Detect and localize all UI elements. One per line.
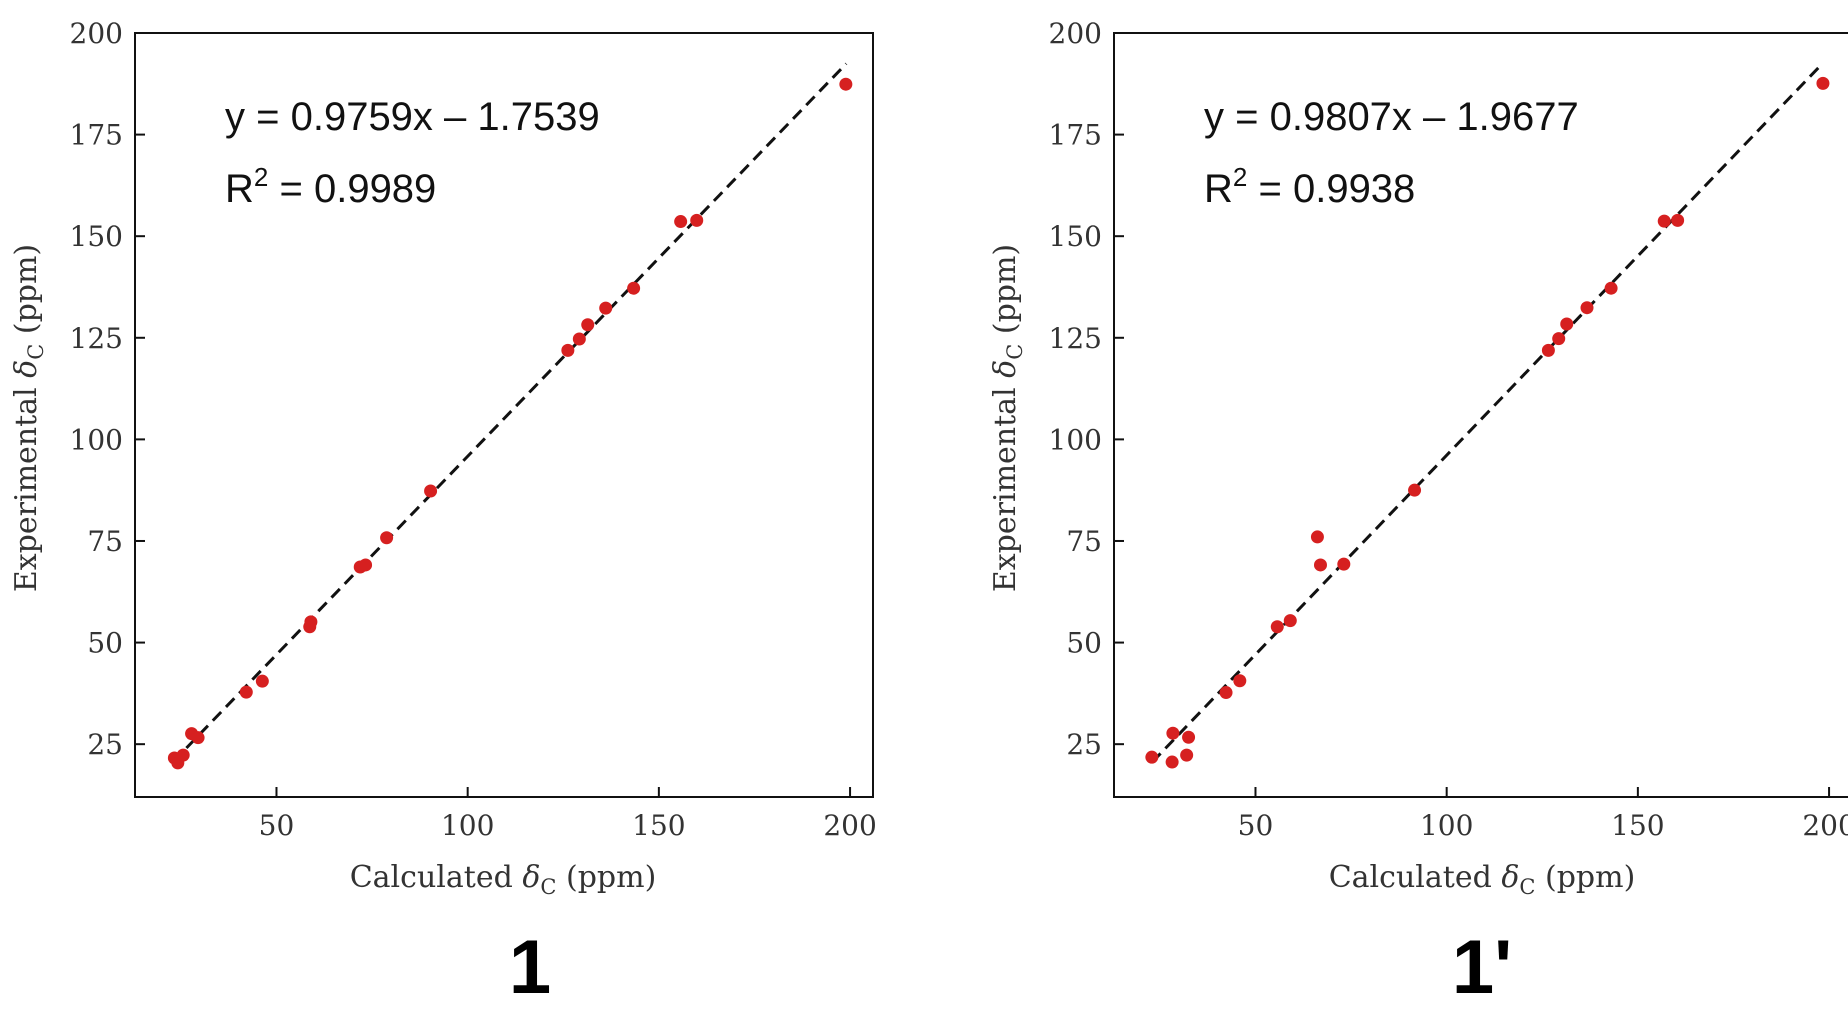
data-point — [424, 484, 438, 498]
y-tick-label: 100 — [1049, 423, 1102, 456]
data-point — [1337, 557, 1351, 571]
x-tick-label: 150 — [632, 809, 685, 842]
data-point — [1283, 614, 1297, 628]
y-tick-label: 25 — [87, 728, 123, 761]
y-tick-label: 50 — [87, 627, 123, 660]
data-point — [572, 332, 586, 346]
fit-equation: y = 0.9759x – 1.7539 — [225, 95, 600, 139]
data-point — [627, 281, 641, 295]
data-point — [1165, 755, 1179, 769]
chart-title: 1 — [509, 925, 551, 1010]
fit-line — [1151, 63, 1823, 764]
x-axis-label: Calculated δC (ppm) — [1329, 860, 1636, 899]
x-axis-label: Calculated δC (ppm) — [350, 860, 657, 899]
scatter-chart-1-prime: 50 100 150 200 25 50 75 100 125 150 175 200 y = 0.9… — [988, 17, 1848, 1010]
data-point — [255, 674, 269, 688]
y-tick-label: 175 — [1049, 119, 1102, 152]
data-point — [1310, 530, 1324, 544]
data-point — [1180, 748, 1194, 762]
chart-title: 1' — [1452, 925, 1512, 1010]
data-point — [191, 731, 205, 745]
y-tick-label: 100 — [70, 423, 123, 456]
data-point — [581, 318, 595, 332]
data-point — [304, 615, 318, 629]
data-point — [176, 748, 190, 762]
data-point — [1270, 620, 1284, 634]
y-tick-label: 200 — [70, 17, 123, 50]
data-point — [239, 685, 253, 699]
data-point — [380, 531, 394, 545]
y-tick-label: 75 — [1066, 525, 1102, 558]
data-point — [1671, 213, 1685, 227]
x-tick-label: 100 — [441, 809, 494, 842]
plot-frame — [134, 32, 874, 798]
plot-frame — [1113, 32, 1848, 798]
y-tick-label: 50 — [1066, 627, 1102, 660]
data-point — [1816, 76, 1830, 90]
fit-line — [172, 62, 848, 763]
y-tick-label: 125 — [1049, 322, 1102, 355]
data-point — [359, 558, 373, 572]
chart-panel-1-prime: 50 100 150 200 25 50 75 100 125 150 175 200 y = 0.9… — [924, 0, 1848, 1013]
data-point — [1604, 281, 1618, 295]
x-tick-label: 200 — [1802, 809, 1848, 842]
fit-equation: y = 0.9807x – 1.9677 — [1204, 95, 1579, 139]
y-tick-label: 125 — [70, 322, 123, 355]
y-tick-label: 150 — [1049, 220, 1102, 253]
x-tick-label: 200 — [823, 809, 876, 842]
data-point — [1166, 726, 1180, 740]
data-point — [1560, 317, 1574, 331]
data-point — [1145, 750, 1159, 764]
data-point — [839, 77, 853, 91]
chart-panel-1: 50 100 150 200 25 50 75 100 125 150 175 200 y = 0.9… — [9, 17, 877, 1010]
x-tick-label: 150 — [1611, 809, 1664, 842]
r-squared: R2 = 0.9989 — [225, 162, 436, 211]
y-axis-label: Experimental δC (ppm) — [988, 244, 1027, 592]
data-point — [1657, 214, 1671, 228]
data-point — [1580, 301, 1594, 315]
x-tick-label: 50 — [259, 809, 295, 842]
data-point — [1541, 343, 1555, 357]
x-tick-label: 50 — [1238, 809, 1274, 842]
data-point — [1219, 686, 1233, 700]
data-point — [1182, 730, 1196, 744]
y-tick-label: 25 — [1066, 728, 1102, 761]
data-point — [1313, 558, 1327, 572]
y-tick-label: 175 — [70, 119, 123, 152]
scatter-chart-1: 50 100 150 200 25 50 75 100 125 150 175 200 y = 0.9… — [9, 17, 877, 1010]
y-axis-label: Experimental δC (ppm) — [9, 244, 48, 592]
y-tick-label: 200 — [1049, 17, 1102, 50]
y-tick-label: 75 — [87, 525, 123, 558]
r-squared: R2 = 0.9938 — [1204, 162, 1415, 211]
data-point — [561, 343, 575, 357]
data-point — [690, 213, 704, 227]
data-point — [1552, 332, 1566, 346]
data-point — [674, 215, 688, 229]
data-point — [1233, 674, 1247, 688]
x-tick-label: 100 — [1420, 809, 1473, 842]
data-point — [599, 301, 613, 315]
data-point — [1408, 483, 1422, 497]
y-tick-label: 150 — [70, 220, 123, 253]
